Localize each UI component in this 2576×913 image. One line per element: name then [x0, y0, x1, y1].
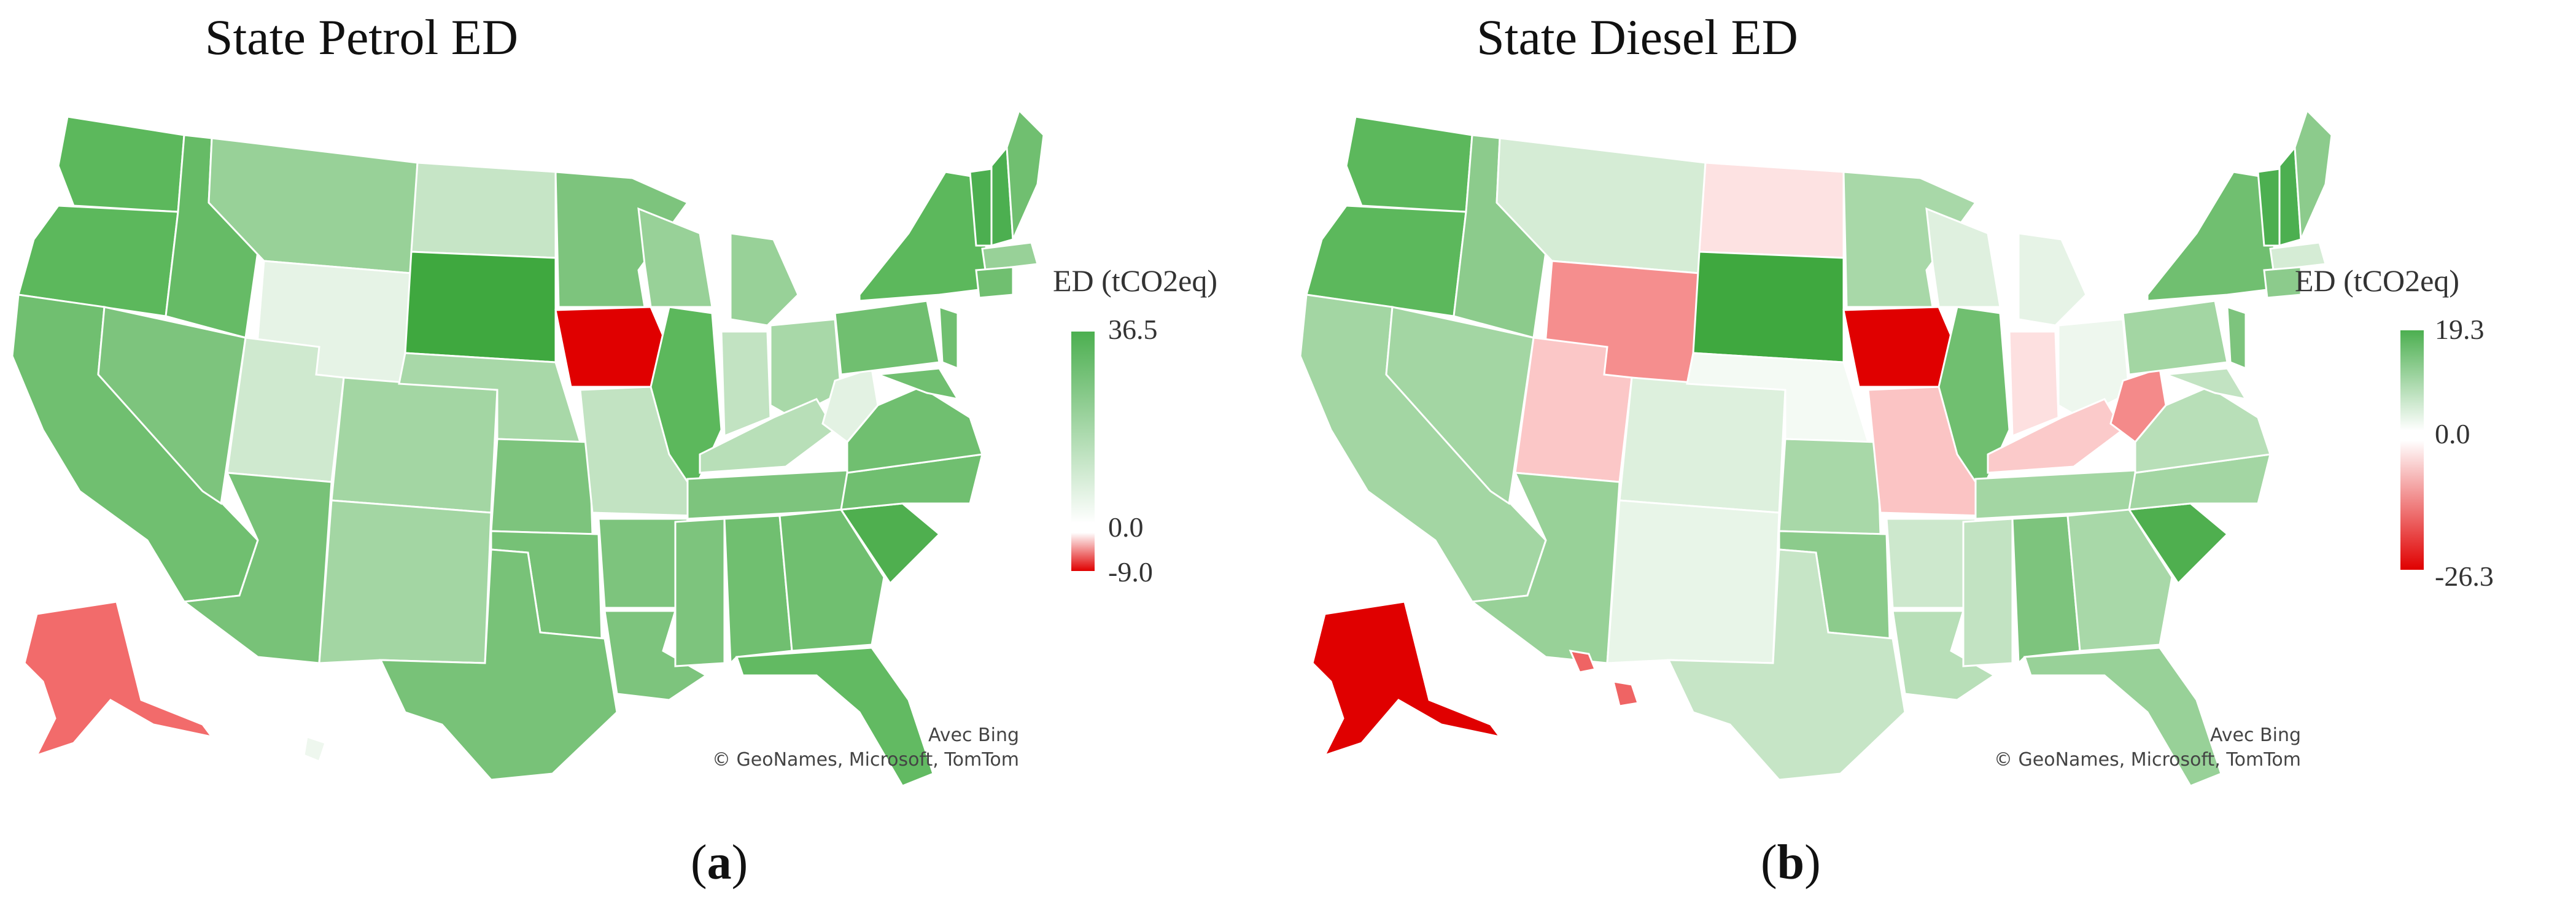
legend-max-label: 19.3	[2435, 314, 2485, 345]
us-choropleth-map	[11, 111, 1044, 786]
legend-min-label: -26.3	[2435, 561, 2494, 592]
state-nj	[2226, 305, 2247, 370]
attribution-line1: Avec Bing	[2210, 725, 2301, 746]
state-tx	[1667, 548, 1906, 781]
map-attribution: Avec Bing © GeoNames, Microsoft, TomTom	[1957, 723, 2301, 772]
legend-title: ED (tCO2eq)	[1053, 263, 1217, 298]
state-pa	[834, 300, 941, 376]
state-nm	[318, 499, 492, 664]
state-me	[2294, 111, 2332, 240]
panel-sublabel: (a)	[691, 836, 748, 890]
state-wa	[57, 115, 185, 213]
state-wi	[1925, 207, 2001, 308]
state-me	[1006, 111, 1044, 240]
attribution-line2: © GeoNames, Microsoft, TomTom	[1993, 749, 2301, 771]
state-nv	[1385, 306, 1535, 505]
state-va	[846, 386, 983, 474]
state-wi	[637, 207, 713, 308]
map-title: State Diesel ED	[1476, 9, 1798, 65]
legend-title: ED (tCO2eq)	[2295, 263, 2459, 298]
state-ms	[674, 518, 726, 667]
state-ak	[23, 600, 214, 757]
attribution-line2: © GeoNames, Microsoft, TomTom	[712, 749, 1019, 771]
legend-min-label: -9.0	[1108, 556, 1153, 588]
state-ks	[490, 438, 594, 535]
state-fl	[2023, 647, 2222, 786]
state-in	[2008, 330, 2060, 438]
state-fl	[735, 647, 934, 786]
state-sd	[404, 251, 557, 363]
state-mi	[2017, 232, 2087, 327]
state-va	[2134, 386, 2271, 474]
state-tx	[379, 548, 618, 781]
state-ks	[1778, 438, 1882, 535]
legend-color-bar	[1071, 332, 1095, 571]
state-ms	[1962, 518, 2014, 667]
state-nv	[97, 306, 247, 505]
state-al	[2011, 515, 2081, 666]
legend-max-label: 36.5	[1108, 314, 1158, 345]
state-mi	[729, 232, 799, 327]
legend-zero-label: 0.0	[1108, 511, 1144, 543]
state-mn	[1842, 171, 1977, 308]
legend-color-bar	[2400, 330, 2424, 570]
state-md	[877, 367, 960, 401]
state-md	[2165, 367, 2248, 401]
state-ar	[1885, 518, 1977, 609]
state-ct	[2263, 266, 2302, 299]
state-co	[1618, 376, 1787, 514]
map-title: State Petrol ED	[204, 9, 519, 65]
state-ia	[1842, 306, 1958, 388]
state-nd	[410, 161, 557, 259]
state-al	[723, 515, 793, 666]
state-az	[1470, 472, 1621, 664]
panel-petrol: State Petrol ED	[11, 9, 1217, 890]
state-az	[182, 472, 333, 664]
state-nj	[938, 305, 959, 370]
state-mn	[554, 171, 689, 308]
state-pa	[2122, 300, 2229, 376]
state-ga	[778, 508, 885, 652]
state-ga	[2066, 508, 2173, 652]
state-sd	[1692, 251, 1845, 363]
state-in	[720, 330, 772, 438]
state-co	[330, 376, 499, 514]
legend-zero-label: 0.0	[2435, 418, 2470, 449]
map-attribution: Avec Bing © GeoNames, Microsoft, TomTom	[675, 723, 1019, 772]
state-hi	[303, 736, 327, 763]
state-nd	[1698, 161, 1845, 259]
state-ny	[858, 171, 990, 302]
panel-diesel: State Diesel ED	[1288, 0, 2576, 913]
state-wa	[1345, 115, 1473, 213]
state-ia	[554, 306, 670, 388]
attribution-line1: Avec Bing	[928, 725, 1019, 746]
panel-sublabel: (b)	[1761, 836, 1821, 890]
state-ct	[975, 266, 1014, 299]
us-choropleth-map	[1299, 111, 2332, 786]
state-hi	[1569, 650, 1639, 707]
state-ny	[2146, 171, 2278, 302]
state-ar	[597, 518, 689, 609]
state-ma	[2269, 241, 2327, 271]
state-ak	[1311, 600, 1502, 757]
state-ma	[981, 241, 1039, 271]
state-nm	[1606, 499, 1780, 664]
